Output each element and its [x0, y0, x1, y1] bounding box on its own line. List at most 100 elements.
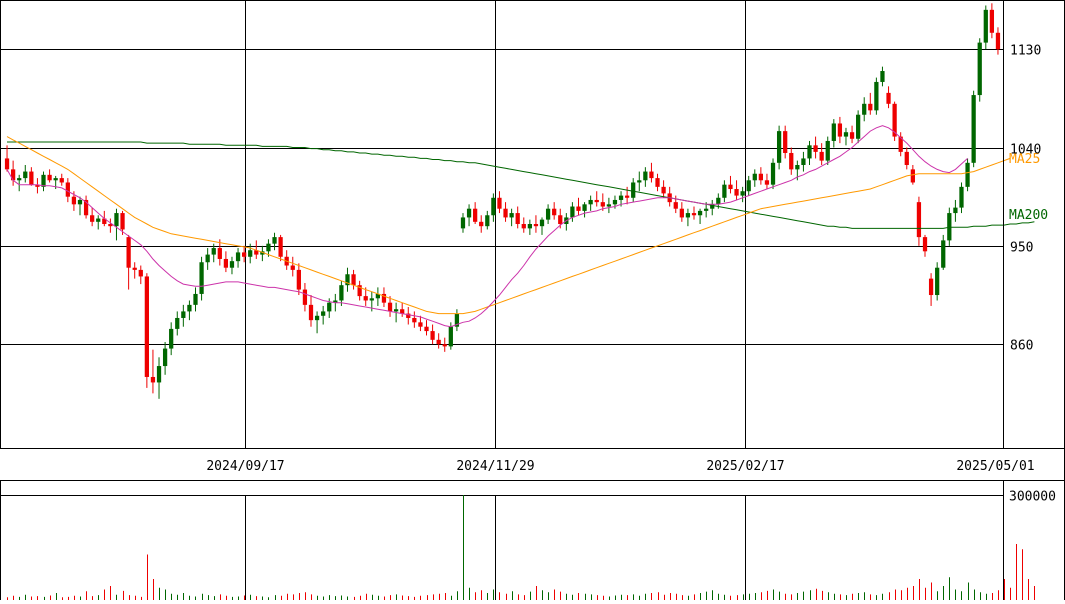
candle-body — [539, 219, 545, 227]
candle-body — [776, 131, 782, 163]
candle-body — [795, 164, 800, 170]
candle-body — [734, 189, 739, 196]
date-tick-label: 2024/11/29 — [456, 459, 534, 474]
candle-body — [333, 300, 338, 303]
candle-body — [904, 151, 909, 165]
grid-layer — [0, 0, 1003, 600]
candle-body — [837, 123, 843, 137]
candle-body — [393, 309, 399, 312]
candle-body — [582, 204, 587, 211]
candle-body — [691, 213, 697, 216]
candle-body — [752, 173, 757, 181]
candle-body — [618, 195, 624, 200]
candle-body — [260, 251, 265, 255]
candle-body — [770, 162, 776, 185]
candle-body — [436, 339, 441, 345]
candle-body — [77, 199, 83, 205]
candle-body — [880, 71, 885, 82]
candle-body — [254, 250, 259, 255]
candle-body — [150, 376, 156, 383]
candle-body — [819, 151, 824, 161]
ma200-legend-label: MA200 — [1009, 208, 1048, 223]
candle-body — [108, 224, 113, 227]
candle-body — [187, 304, 192, 312]
candle-body — [959, 186, 964, 208]
candle-body — [485, 215, 490, 227]
candle-body — [314, 315, 320, 321]
ma200-line — [7, 141, 1035, 229]
candle-body — [211, 248, 216, 255]
candle-body — [363, 296, 368, 301]
candle-body — [132, 267, 137, 270]
candle-body — [910, 169, 915, 183]
candle-body — [892, 103, 897, 137]
candle-body — [266, 243, 271, 252]
candle-body — [448, 326, 453, 347]
candle-body — [29, 171, 34, 185]
candle-body — [637, 180, 642, 183]
candle-body — [272, 237, 277, 244]
candle-body — [983, 9, 988, 43]
candle-body — [308, 304, 314, 321]
candle-body — [400, 309, 405, 314]
date-tick-label: 2025/02/17 — [706, 459, 784, 474]
candle-body — [120, 213, 125, 230]
candle-body — [825, 140, 830, 161]
candle-body — [643, 171, 648, 181]
candle-body — [491, 197, 496, 216]
price-tick-label: 860 — [1010, 339, 1033, 354]
candle-body — [521, 224, 526, 229]
candle-body — [327, 302, 332, 312]
candle-body — [357, 285, 362, 297]
ma-short-line — [6, 125, 968, 328]
candle-body — [570, 206, 575, 218]
candle-body — [162, 348, 168, 367]
candle-body — [588, 199, 593, 205]
candle-body — [898, 136, 903, 152]
candle-body — [71, 196, 77, 205]
date-tick-label: 2025/05/01 — [956, 459, 1034, 474]
candle-body — [53, 178, 58, 181]
candle-body — [704, 208, 709, 211]
candle-body — [722, 184, 727, 198]
candle-body — [199, 262, 204, 294]
candle-body — [17, 178, 22, 181]
candle-body — [375, 293, 381, 299]
candle-body — [479, 221, 484, 227]
candle-body — [947, 213, 952, 241]
candle-body — [59, 178, 64, 183]
candle-body — [381, 293, 387, 303]
candle-body — [430, 331, 435, 340]
candle-body — [175, 317, 180, 329]
candle-body — [977, 42, 982, 96]
candle-body — [868, 103, 873, 111]
candle-body — [649, 171, 654, 179]
candle-body — [831, 123, 836, 141]
ma-layer — [6, 125, 1035, 328]
candle-body — [971, 95, 976, 163]
candle-body — [296, 269, 301, 290]
candle-body — [746, 180, 751, 192]
candle-body — [764, 180, 770, 185]
candle-body — [813, 145, 818, 152]
candle-body — [606, 204, 612, 207]
candle-body — [935, 267, 940, 296]
candle-body — [916, 202, 922, 238]
candle-body — [83, 199, 89, 216]
candle-body — [995, 32, 1001, 50]
candle-body — [941, 240, 946, 268]
candle-body — [728, 184, 733, 190]
candle-body — [576, 206, 581, 211]
candle-body — [138, 269, 143, 277]
candle-body — [369, 298, 374, 301]
candle-body — [248, 250, 253, 257]
candle-body — [503, 208, 508, 218]
price-tick-label: 1130 — [1010, 44, 1041, 59]
candle-body — [697, 210, 703, 216]
candle-body — [886, 92, 891, 104]
candle-body — [497, 197, 502, 209]
candle-body — [126, 237, 131, 268]
candle-body — [156, 366, 162, 383]
candle-body — [545, 208, 551, 220]
candle-body — [23, 171, 28, 179]
